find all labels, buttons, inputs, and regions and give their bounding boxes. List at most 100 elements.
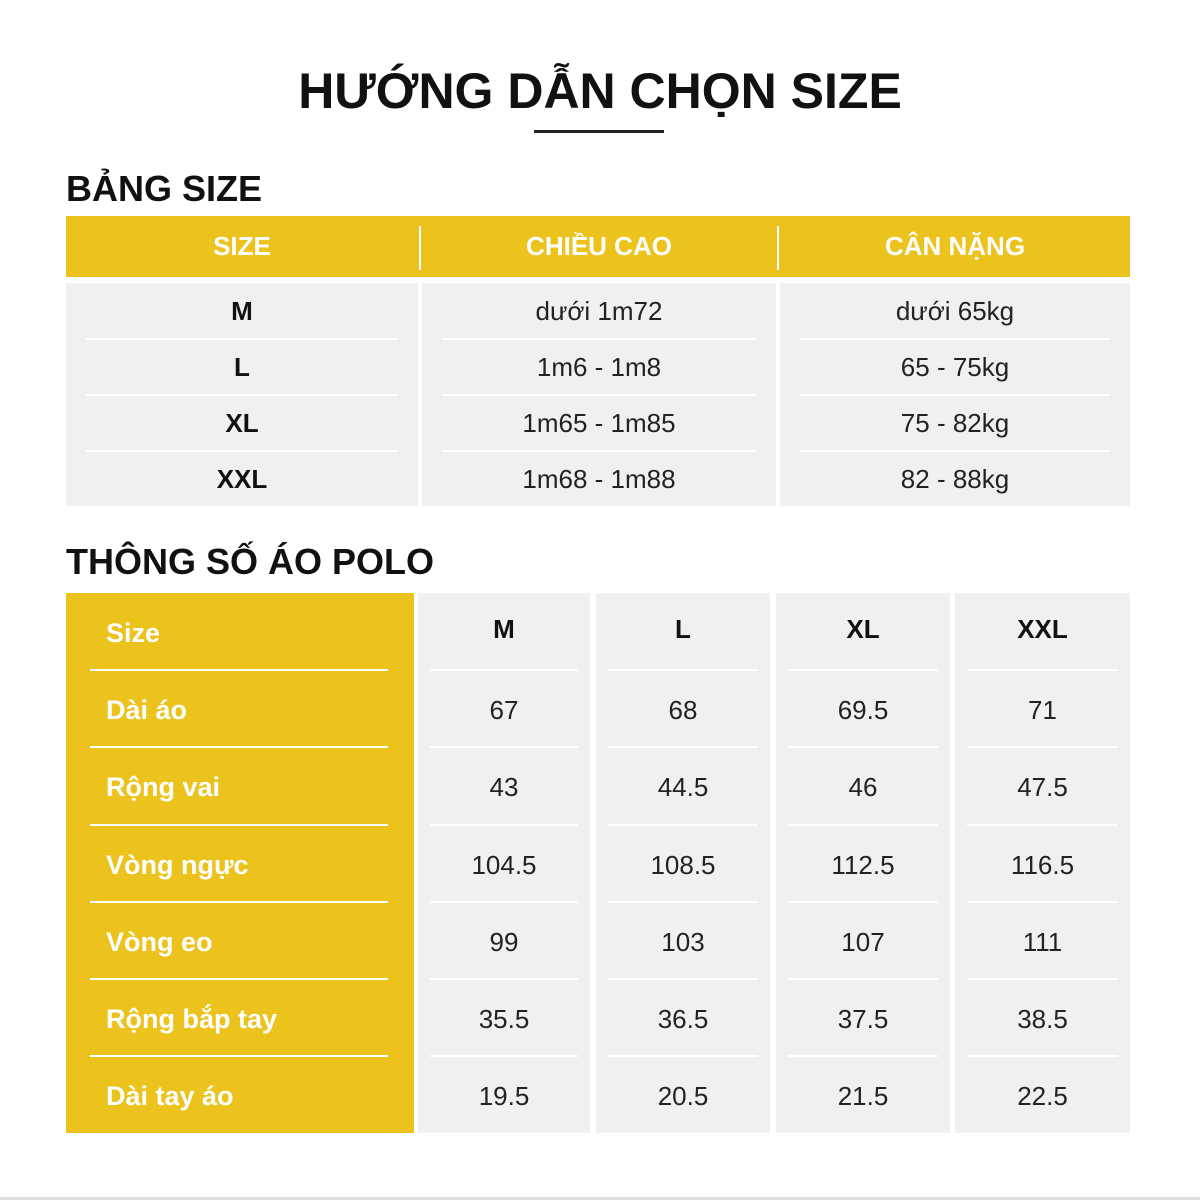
- row-divider: [967, 1055, 1118, 1058]
- row-divider: [90, 900, 388, 903]
- table-cell: 67: [489, 695, 519, 726]
- table-cell: 75 - 82kg: [900, 408, 1010, 438]
- row-divider: [608, 900, 758, 903]
- row-label: Rộng vai: [106, 772, 221, 803]
- row-divider: [90, 1055, 388, 1058]
- row-divider: [430, 823, 578, 826]
- polo-column: XXL 71 47.5 116.5 111 38.5 22.5: [955, 593, 1130, 1133]
- row-divider: [967, 823, 1118, 826]
- row-divider: [800, 394, 1110, 396]
- row-divider: [967, 978, 1118, 980]
- table-cell: 22.5: [1017, 1081, 1068, 1112]
- table-cell: 1m6 - 1m8: [536, 352, 662, 382]
- row-divider: [430, 900, 578, 903]
- row-divider: [788, 669, 938, 672]
- row-divider: [430, 978, 578, 980]
- table-cell: 36.5: [657, 1004, 709, 1034]
- row-divider: [90, 669, 388, 672]
- row-label: Size: [106, 618, 161, 648]
- table-cell: 38.5: [1017, 1004, 1068, 1034]
- size-header: L: [675, 614, 691, 644]
- size-table-column: M L XL XXL: [66, 283, 418, 506]
- table-cell: 103: [661, 926, 705, 957]
- table-cell: 44.5: [657, 772, 709, 803]
- row-divider: [608, 669, 758, 672]
- table-cell: M: [231, 296, 253, 326]
- row-divider: [90, 978, 388, 980]
- table-cell: 71: [1028, 695, 1057, 726]
- row-divider: [788, 900, 938, 903]
- row-label: Rộng bắp tay: [106, 1004, 278, 1034]
- table-cell: 46: [848, 772, 878, 803]
- polo-column: M 67 43 104.5 99 35.5 19.5: [418, 593, 590, 1133]
- table-cell: 43: [489, 772, 519, 803]
- table-cell: 112.5: [831, 849, 895, 880]
- row-divider: [608, 1055, 758, 1058]
- row-divider: [788, 746, 938, 749]
- row-divider: [608, 746, 758, 749]
- table-cell: XL: [225, 408, 259, 438]
- row-divider: [430, 746, 578, 749]
- header-weight: CÂN NẶNG: [884, 231, 1026, 261]
- row-divider: [442, 338, 756, 340]
- table-cell: L: [234, 352, 250, 382]
- page-title: HƯỚNG DẪN CHỌN SIZE: [298, 63, 902, 119]
- header-size: SIZE: [213, 231, 271, 261]
- row-divider: [608, 823, 758, 826]
- size-header: XL: [846, 614, 880, 644]
- table-cell: 99: [489, 926, 519, 957]
- table-cell: 1m65 - 1m85: [522, 408, 676, 438]
- table-cell: 68: [668, 695, 698, 726]
- row-label: Vòng ngực: [106, 849, 249, 880]
- size-table-header: [66, 216, 1130, 277]
- table-cell: dưới 65kg: [895, 296, 1015, 326]
- size-table-column: dưới 65kg 65 - 75kg 75 - 82kg 82 - 88kg: [780, 283, 1130, 506]
- row-divider: [90, 823, 388, 826]
- row-divider: [800, 338, 1110, 340]
- table-cell: 35.5: [478, 1004, 530, 1034]
- table-cell: 21.5: [837, 1081, 889, 1112]
- size-header: M: [493, 614, 515, 644]
- bottom-border: [0, 1197, 1200, 1200]
- row-divider: [788, 978, 938, 980]
- title-underline: [534, 130, 664, 133]
- row-label: Dài tay áo: [106, 1081, 234, 1112]
- row-divider: [86, 338, 398, 340]
- row-divider: [967, 669, 1118, 672]
- row-divider: [86, 450, 398, 452]
- table-cell: 47.5: [1017, 772, 1068, 803]
- table-cell: 104.5: [471, 849, 537, 880]
- table-cell: 65 - 75kg: [900, 352, 1010, 382]
- table-cell: 107: [841, 926, 885, 957]
- table-cell: 37.5: [837, 1004, 889, 1034]
- table-cell: XXL: [216, 464, 268, 494]
- table-cell: 116.5: [1010, 849, 1075, 880]
- header-height: CHIỀU CAO: [526, 231, 672, 261]
- size-header: XXL: [1017, 614, 1068, 644]
- row-divider: [90, 746, 388, 749]
- polo-column: L 68 44.5 108.5 103 36.5 20.5: [596, 593, 770, 1133]
- size-table-column: dưới 1m72 1m6 - 1m8 1m65 - 1m85 1m68 - 1m88: [422, 283, 776, 506]
- row-divider: [967, 900, 1118, 903]
- row-label: Vòng eo: [106, 926, 213, 957]
- polo-table-heading: THÔNG SỐ ÁO POLO: [66, 541, 435, 582]
- row-divider: [800, 450, 1110, 452]
- row-divider: [430, 1055, 578, 1058]
- size-table-heading: BẢNG SIZE: [66, 168, 263, 209]
- row-divider: [608, 978, 758, 980]
- row-divider: [442, 450, 756, 452]
- row-divider: [788, 823, 938, 826]
- table-cell: 111: [1022, 926, 1063, 957]
- polo-label-column: Size Dài áo Rộng vai Vòng ngực Vòng eo Rộng b…: [66, 593, 414, 1133]
- row-divider: [430, 669, 578, 672]
- table-cell: 19.5: [478, 1081, 530, 1112]
- table-cell: 20.5: [657, 1081, 709, 1112]
- row-divider: [967, 746, 1118, 749]
- table-cell: dưới 1m72: [535, 296, 663, 326]
- divider: [777, 226, 779, 270]
- row-label: Dài áo: [106, 695, 188, 726]
- table-cell: 1m68 - 1m88: [522, 464, 676, 494]
- polo-column: XL 69.5 46 112.5 107 37.5 21.5: [776, 593, 950, 1133]
- table-cell: 108.5: [650, 849, 716, 880]
